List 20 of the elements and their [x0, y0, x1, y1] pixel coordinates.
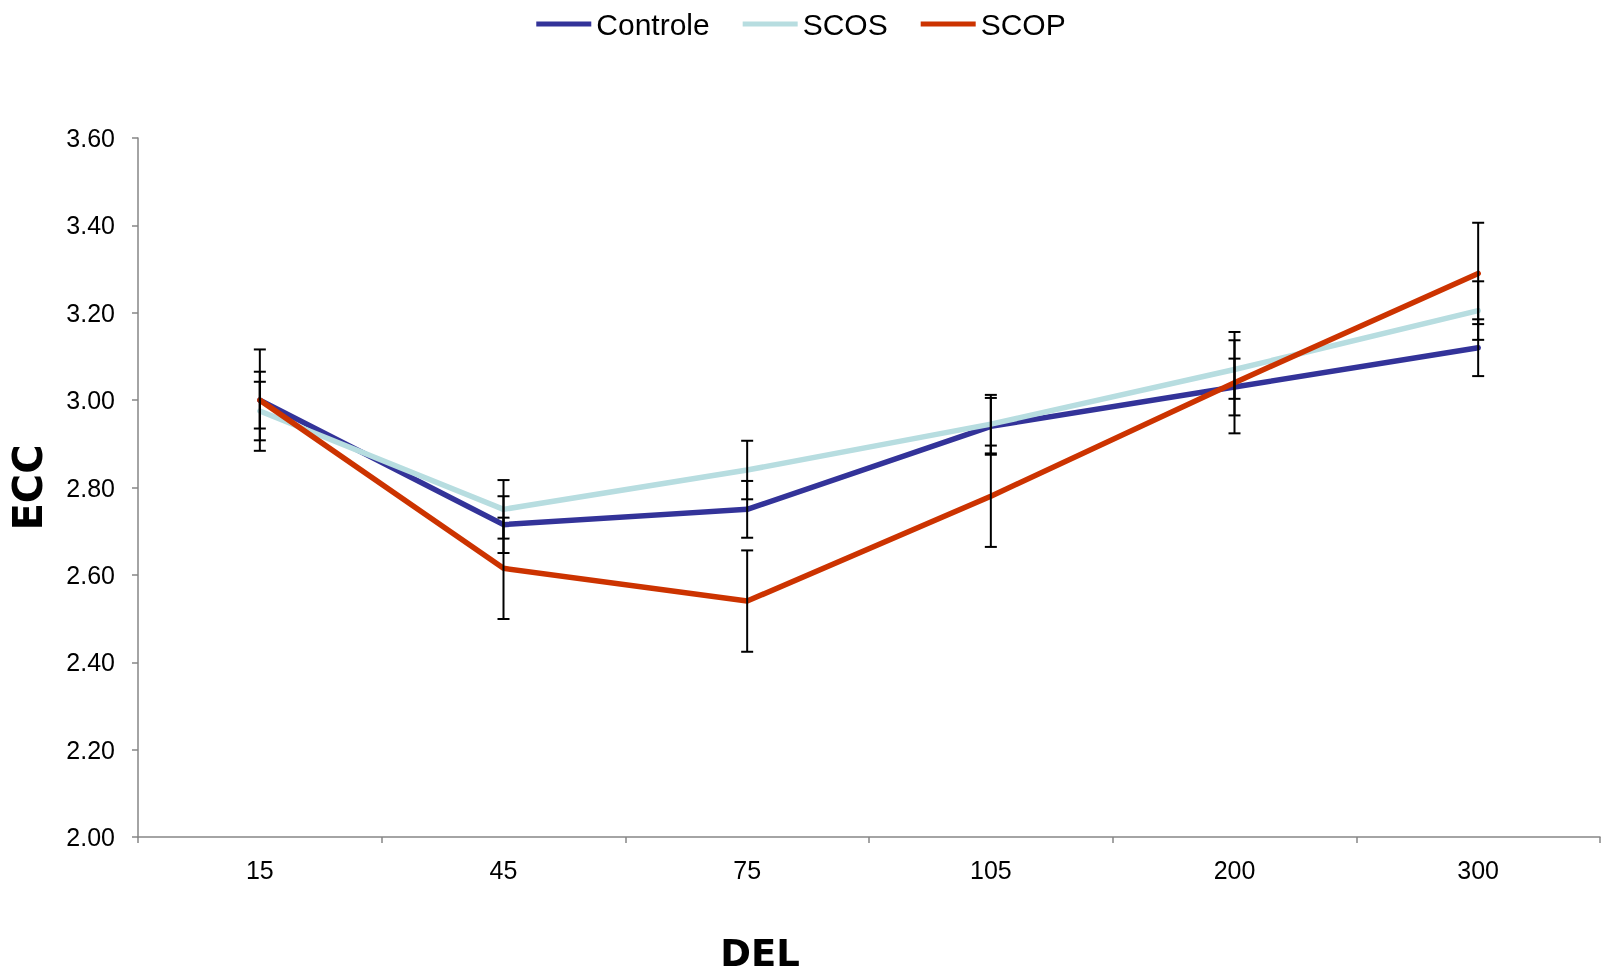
y-tick-label: 2.00 — [66, 823, 115, 851]
y-tick-label: 2.60 — [66, 560, 115, 589]
x-tick-label: 105 — [969, 855, 1012, 884]
x-tick-label: 75 — [733, 855, 762, 884]
x-tick-label: 300 — [1457, 855, 1500, 884]
x-axis-title: DEL — [720, 932, 800, 975]
y-tick-label: 3.60 — [66, 124, 115, 152]
legend-label: SCOP — [980, 7, 1066, 41]
y-tick-label: 2.20 — [66, 735, 115, 764]
x-tick-label: 45 — [489, 855, 518, 884]
x-tick-label: 15 — [245, 855, 274, 884]
y-tick-label: 2.80 — [66, 473, 115, 502]
x-tick-label: 200 — [1213, 855, 1256, 884]
y-axis-title: ECC — [5, 444, 51, 531]
y-tick-label: 2.40 — [66, 648, 115, 677]
legend-label: Controle — [596, 7, 710, 41]
y-tick-label: 3.00 — [66, 386, 115, 415]
y-tick-label: 3.20 — [66, 298, 115, 327]
y-tick-label: 3.40 — [66, 211, 115, 240]
legend-label: SCOS — [802, 7, 888, 41]
